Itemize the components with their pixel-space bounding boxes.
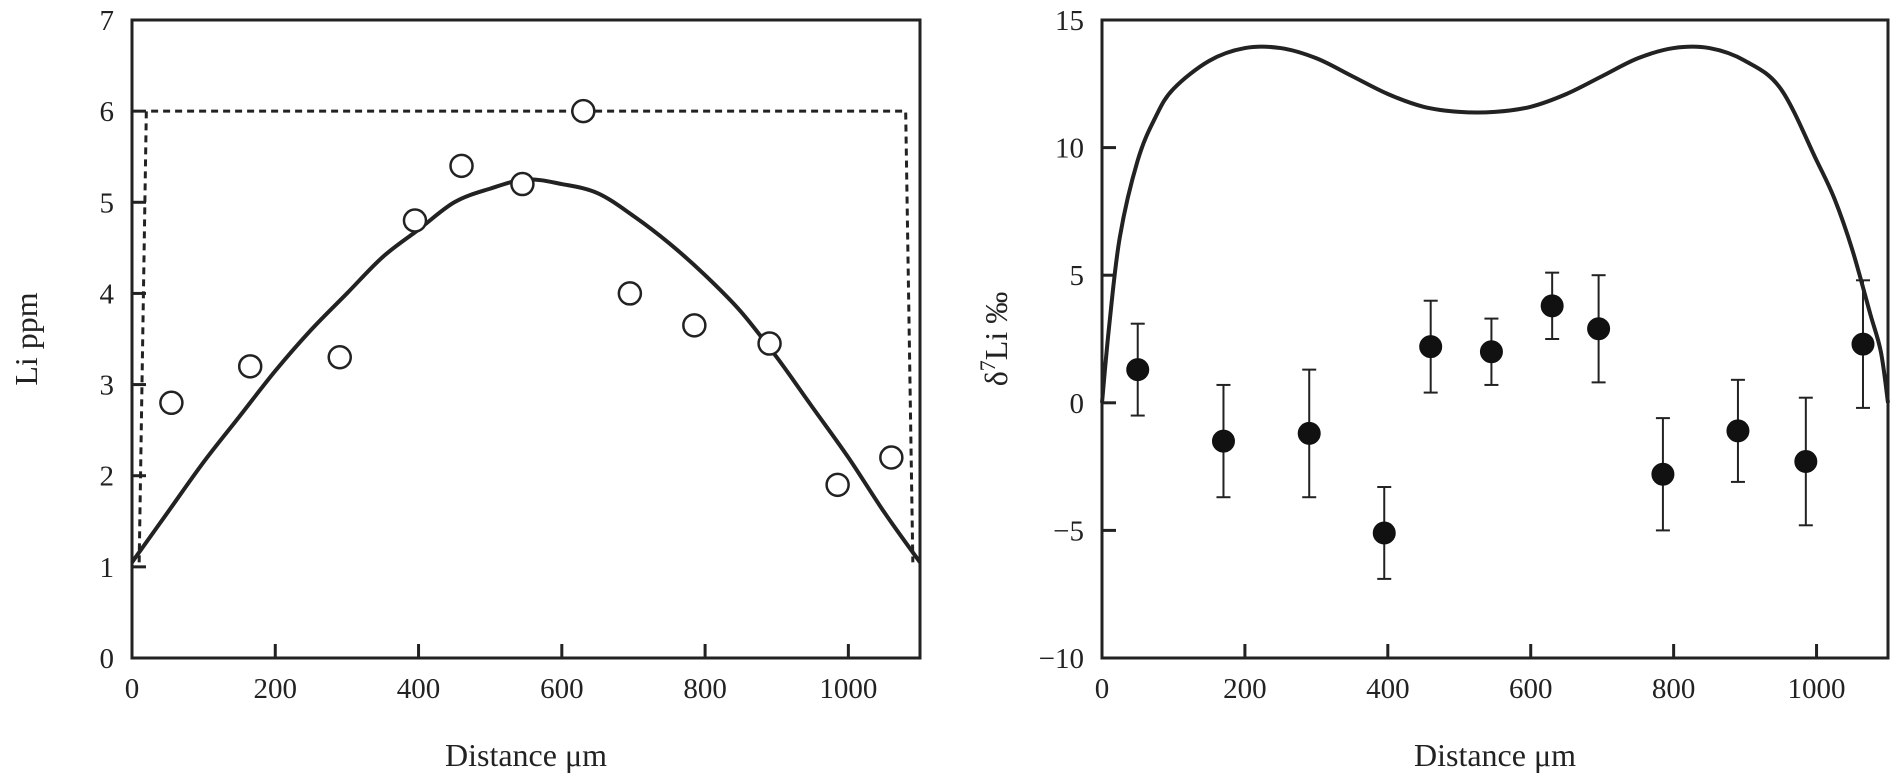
left-y-tick-label: 0	[100, 643, 115, 675]
right-x-tick-label: 800	[1652, 673, 1696, 705]
right-data-point	[1372, 521, 1396, 545]
right-y-axis-label: δ7Li ‰	[975, 292, 1014, 387]
right-data-point	[1297, 421, 1321, 445]
right-data-point	[1126, 358, 1150, 382]
right-data-point	[1419, 335, 1443, 359]
left-x-tick-label: 200	[254, 673, 298, 705]
right-data-point	[1211, 429, 1235, 453]
left-y-tick-label: 2	[100, 461, 115, 493]
left-y-tick-label: 4	[100, 278, 115, 310]
left-data-point	[879, 445, 904, 470]
left-data-point	[449, 153, 474, 179]
right-plot-frame	[1100, 18, 1890, 660]
left-y-tick-label: 1	[100, 552, 115, 584]
right-x-tick-label: 400	[1366, 673, 1410, 705]
right-x-axis-label: Distance μm	[1414, 737, 1576, 773]
right-model-curve	[1100, 44, 1890, 404]
left-data-point	[237, 354, 263, 379]
right-data-point	[1726, 419, 1750, 443]
left-data-point	[757, 331, 782, 356]
right-x-tick-label: 0	[1095, 673, 1110, 705]
left-y-tick-label: 7	[100, 5, 115, 37]
right-y-tick-label: 10	[1055, 133, 1084, 165]
right-data-point	[1651, 462, 1675, 486]
lithium-isotope-chart: 0 200 400 600 800 1000 −10 −5 0 5 10 15 Distance μm δ…	[975, 5, 1890, 773]
right-y-tick-label: 5	[1070, 260, 1085, 292]
right-data-point	[1540, 294, 1564, 318]
right-data-point	[1794, 449, 1818, 473]
right-x-tick-label: 200	[1223, 673, 1267, 705]
left-x-tick-label: 400	[397, 673, 441, 705]
right-data-point	[1587, 317, 1611, 341]
left-data-point	[682, 313, 707, 338]
left-data-point	[825, 472, 850, 498]
li-concentration-chart: 0 200 400 600 800 1000 0 1 2 3 4 5 6 7 Distance μm Li p…	[8, 5, 922, 773]
left-y-axis-label: Li ppm	[8, 292, 44, 385]
left-y-tick-label: 6	[100, 96, 115, 128]
left-data-point	[327, 344, 352, 370]
right-x-tick-label: 600	[1509, 673, 1553, 705]
right-y-tick-label: 0	[1070, 388, 1085, 420]
left-x-tick-label: 800	[683, 673, 727, 705]
right-y-tick-label: 15	[1055, 5, 1084, 37]
right-y-tick-label: −10	[1039, 643, 1084, 675]
left-x-axis-label: Distance μm	[445, 737, 607, 773]
left-plot-frame	[130, 18, 922, 660]
left-data-point	[571, 98, 596, 124]
left-x-tick-label: 1000	[819, 673, 877, 705]
left-data-point	[159, 390, 184, 416]
left-data-point	[617, 281, 643, 306]
left-data-point	[402, 208, 428, 233]
right-data-point	[1479, 340, 1503, 364]
left-initial-profile-line	[137, 109, 915, 563]
left-x-tick-label: 600	[540, 673, 584, 705]
left-y-tick-label: 5	[100, 187, 115, 219]
left-y-tick-label: 3	[100, 370, 115, 402]
left-x-tick-label: 0	[125, 673, 140, 705]
right-x-tick-label: 1000	[1788, 673, 1846, 705]
right-y-tick-label: −5	[1053, 515, 1084, 547]
right-data-point	[1851, 332, 1875, 356]
left-data-point	[510, 171, 535, 197]
